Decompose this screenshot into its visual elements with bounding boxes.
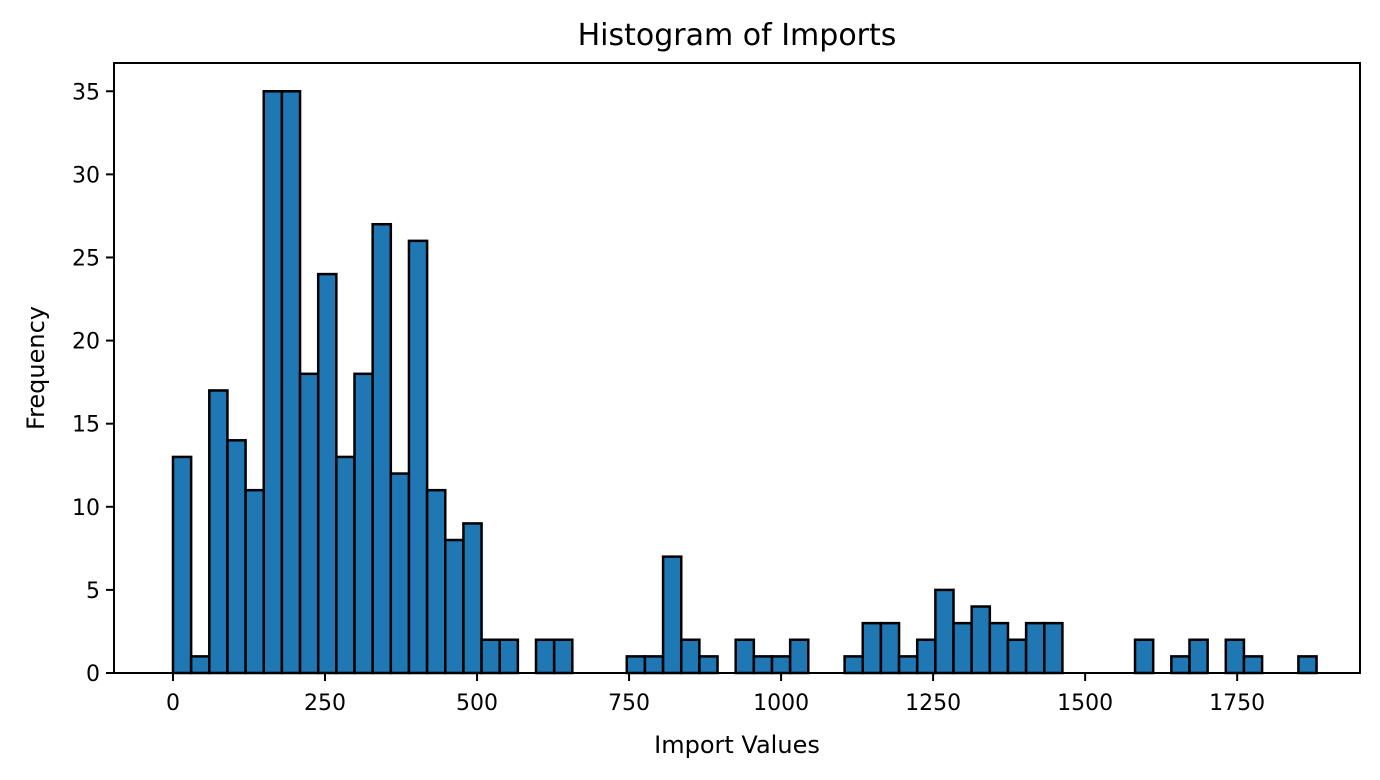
histogram-bar bbox=[226, 439, 247, 675]
histogram-bar bbox=[1242, 655, 1264, 675]
histogram-bar bbox=[915, 638, 937, 675]
histogram-bar bbox=[988, 621, 1010, 675]
y-tick-label: 25 bbox=[72, 246, 100, 271]
histogram-bar bbox=[353, 372, 374, 675]
histogram-bar bbox=[552, 638, 574, 675]
x-tick-label: 0 bbox=[166, 691, 180, 716]
chart-title: Histogram of Imports bbox=[578, 18, 897, 53]
histogram-bar bbox=[788, 638, 810, 675]
histogram-bar bbox=[661, 555, 683, 675]
y-tick-label: 10 bbox=[72, 496, 100, 521]
histogram-bar bbox=[298, 372, 320, 675]
plot-frame bbox=[113, 62, 1361, 674]
histogram-bar bbox=[1170, 655, 1191, 675]
histogram-bar bbox=[371, 222, 393, 675]
histogram-bar bbox=[389, 472, 411, 675]
x-tick-label: 1250 bbox=[905, 691, 961, 716]
histogram-bar bbox=[970, 605, 992, 675]
histogram-bar bbox=[952, 621, 973, 675]
histogram-bar bbox=[1188, 638, 1209, 675]
histogram-bar bbox=[625, 655, 647, 675]
histogram-bar bbox=[244, 488, 265, 675]
histogram-bar bbox=[280, 90, 302, 675]
histogram-bar bbox=[444, 538, 465, 675]
histogram-bar bbox=[534, 638, 556, 675]
y-tick-label: 0 bbox=[86, 662, 100, 687]
x-tick-label: 1750 bbox=[1209, 691, 1265, 716]
x-tick-label: 250 bbox=[304, 691, 346, 716]
x-tick-label: 750 bbox=[608, 691, 650, 716]
histogram-bar bbox=[1043, 621, 1064, 675]
histogram-bar bbox=[1133, 638, 1155, 675]
histogram-bar bbox=[480, 638, 501, 675]
histogram-bar bbox=[316, 272, 338, 675]
histogram-bar bbox=[1224, 638, 1246, 675]
histogram-bar bbox=[1006, 638, 1028, 675]
x-tick-label: 500 bbox=[456, 691, 498, 716]
histogram-bar bbox=[679, 638, 701, 675]
histogram-bar bbox=[897, 655, 919, 675]
histogram-bar bbox=[335, 455, 356, 675]
y-tick-label: 5 bbox=[86, 579, 100, 604]
histogram-bar bbox=[752, 655, 774, 675]
histogram-bar bbox=[189, 655, 211, 675]
histogram-bar bbox=[770, 655, 792, 675]
histogram-bar bbox=[843, 655, 865, 675]
histogram-bar bbox=[643, 655, 665, 675]
histogram-bar bbox=[208, 389, 229, 675]
histogram-bar bbox=[879, 621, 901, 675]
y-axis-label: Frequency bbox=[22, 306, 50, 430]
histogram-bar bbox=[407, 239, 429, 675]
histogram-bar bbox=[425, 488, 447, 675]
histogram-bar bbox=[171, 455, 193, 675]
x-axis-label: Import Values bbox=[654, 731, 820, 759]
x-axis: 0 250 500 750 1000 1250 1500 1750 bbox=[166, 673, 1265, 716]
histogram-bar bbox=[1297, 655, 1318, 675]
y-tick-label: 30 bbox=[72, 163, 100, 188]
bars-group bbox=[171, 90, 1318, 675]
x-tick-label: 1000 bbox=[753, 691, 809, 716]
y-tick-label: 35 bbox=[72, 80, 100, 105]
y-tick-label: 20 bbox=[72, 330, 100, 355]
histogram-bar bbox=[262, 90, 284, 675]
histogram-bar bbox=[861, 621, 883, 675]
x-tick-label: 1500 bbox=[1057, 691, 1113, 716]
histogram-bar bbox=[498, 638, 520, 675]
y-tick-label: 15 bbox=[72, 413, 100, 438]
histogram-bar bbox=[462, 522, 483, 675]
histogram-bar bbox=[1024, 621, 1046, 675]
histogram-bar bbox=[934, 588, 955, 675]
histogram-bar bbox=[734, 638, 756, 675]
histogram-bar bbox=[698, 655, 719, 675]
y-axis: 0 5 10 15 20 25 30 35 bbox=[72, 80, 114, 687]
